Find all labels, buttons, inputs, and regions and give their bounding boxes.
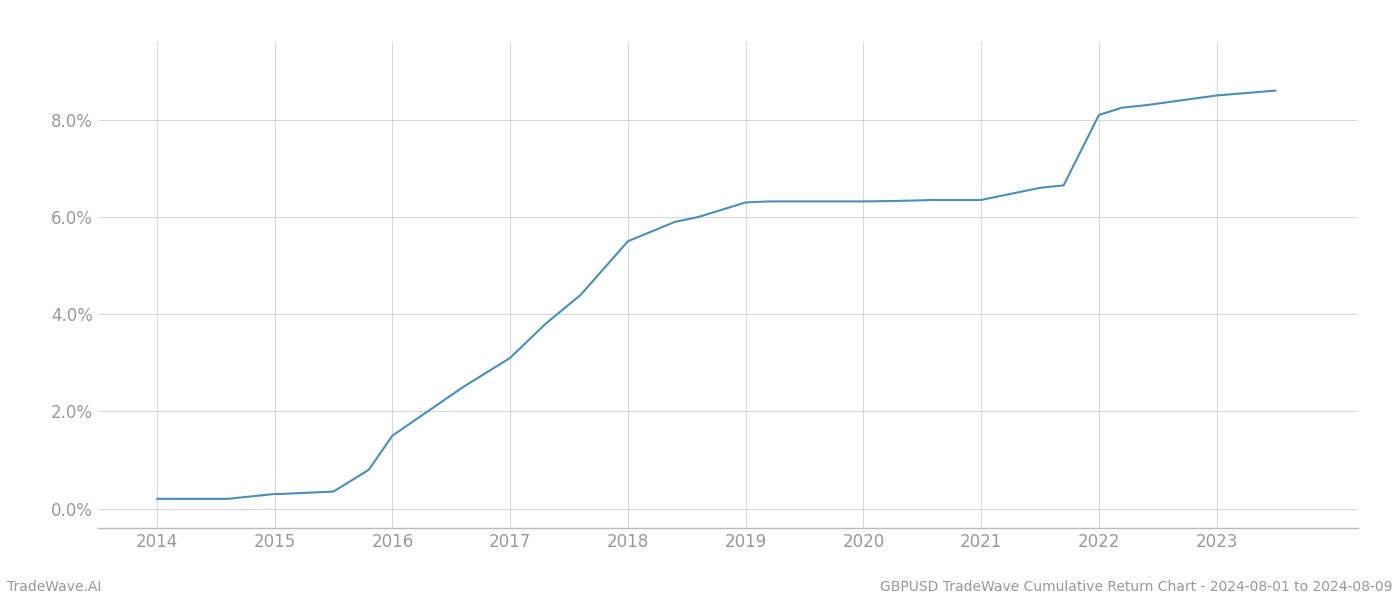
- Text: GBPUSD TradeWave Cumulative Return Chart - 2024-08-01 to 2024-08-09: GBPUSD TradeWave Cumulative Return Chart…: [881, 580, 1393, 594]
- Text: TradeWave.AI: TradeWave.AI: [7, 580, 101, 594]
